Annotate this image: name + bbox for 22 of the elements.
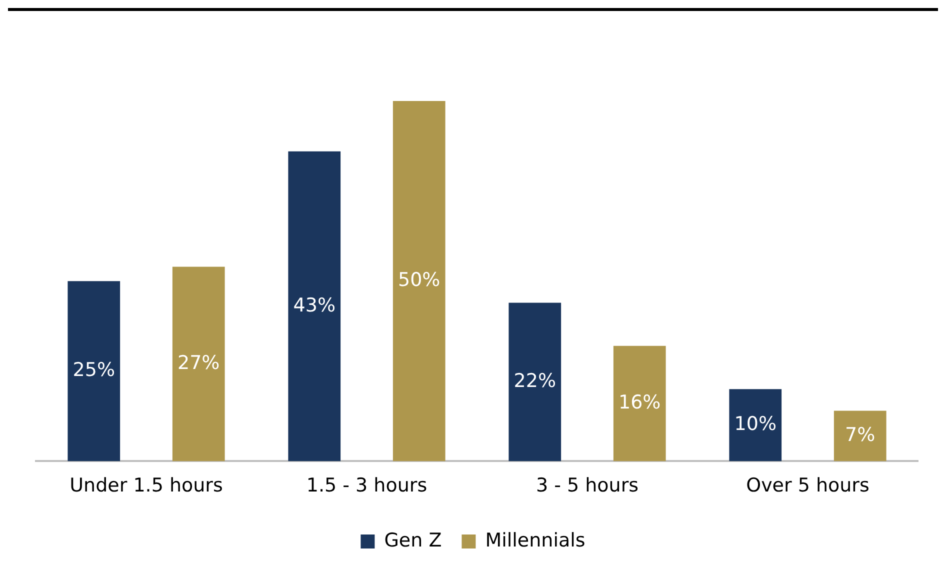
data-label: 22%: [514, 370, 556, 392]
bar: [68, 281, 120, 462]
bar: [729, 389, 782, 462]
data-label: 16%: [618, 392, 661, 414]
bar: [172, 266, 225, 462]
data-label: 7%: [845, 424, 876, 446]
data-label: 10%: [734, 413, 776, 436]
bar: [613, 346, 666, 462]
x-tick-label: Under 1.5 hours: [70, 474, 223, 497]
x-tick-label: Over 5 hours: [746, 474, 870, 497]
data-label: 50%: [398, 269, 440, 292]
x-tick-label: 3 - 5 hours: [536, 474, 639, 497]
bar: [834, 410, 886, 462]
data-label: 27%: [178, 352, 220, 374]
data-label: 43%: [293, 294, 336, 316]
legend-label: Millennials: [485, 529, 586, 552]
bar: [508, 302, 562, 462]
data-label: 25%: [72, 359, 115, 382]
legend-label: Gen Z: [384, 529, 442, 552]
x-tick-label: 1.5 - 3 hours: [306, 474, 428, 497]
bar: [288, 151, 341, 462]
bar: [392, 101, 446, 462]
